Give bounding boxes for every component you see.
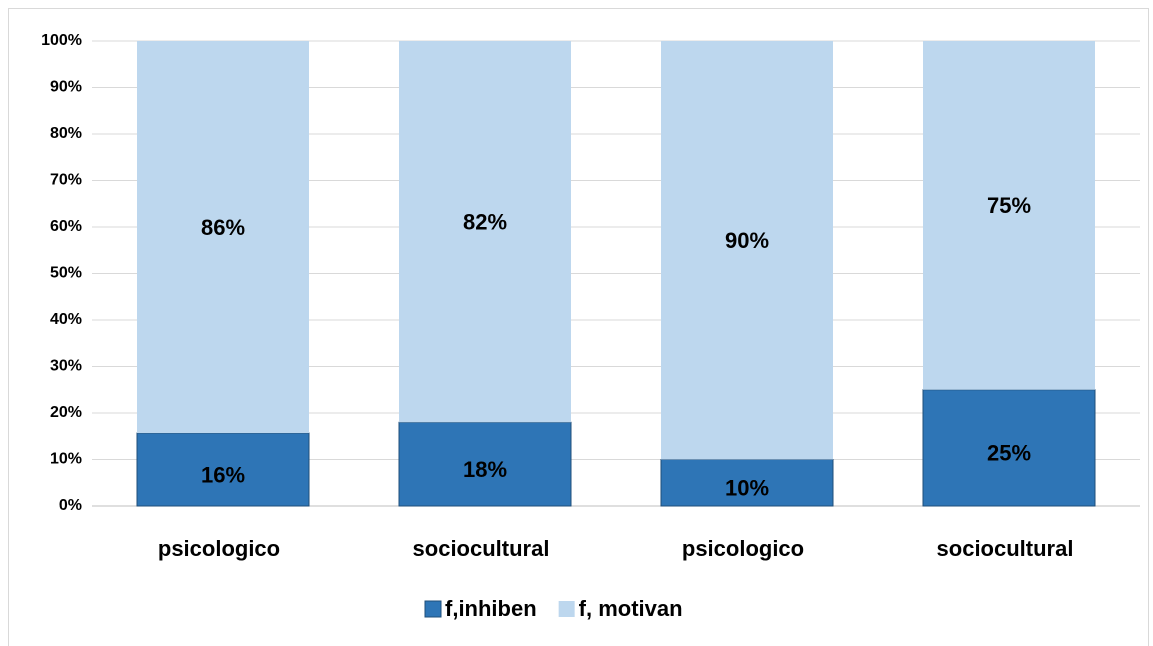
data-label: 18%	[463, 457, 507, 482]
y-tick-label: 10%	[50, 451, 82, 468]
x-tick-label: sociocultural	[937, 536, 1074, 561]
y-tick-label: 40%	[50, 311, 82, 328]
x-tick-label: psicologico	[682, 536, 804, 561]
y-tick-label: 50%	[50, 265, 82, 282]
legend-swatch	[558, 601, 575, 617]
bar-segment	[398, 421, 572, 507]
y-tick-label: 100%	[41, 32, 82, 49]
legend-label: f, motivan	[579, 596, 683, 621]
data-label: 82%	[463, 209, 507, 234]
data-label: 25%	[987, 441, 1031, 466]
legend-label: f,inhiben	[445, 596, 537, 621]
y-tick-label: 30%	[50, 358, 82, 375]
bar-segment	[660, 459, 834, 507]
bar-segment	[923, 41, 1095, 390]
chart-border	[8, 8, 1149, 646]
x-tick-label: sociocultural	[413, 536, 550, 561]
y-tick-label: 70%	[50, 172, 82, 189]
bar-segment	[661, 41, 833, 460]
data-label: 90%	[725, 228, 769, 253]
y-tick-label: 90%	[50, 79, 82, 96]
data-label: 75%	[987, 193, 1031, 218]
bar-segment	[137, 41, 309, 434]
data-label: 16%	[201, 462, 245, 487]
y-tick-label: 80%	[50, 125, 82, 142]
bar-segment	[399, 41, 571, 423]
y-tick-label: 20%	[50, 404, 82, 421]
data-label: 86%	[201, 215, 245, 240]
bar-segment	[136, 432, 310, 507]
x-tick-label: psicologico	[158, 536, 280, 561]
legend-swatch	[424, 600, 442, 618]
y-tick-label: 0%	[59, 497, 82, 514]
data-label: 10%	[725, 476, 769, 501]
y-tick-label: 60%	[50, 218, 82, 235]
